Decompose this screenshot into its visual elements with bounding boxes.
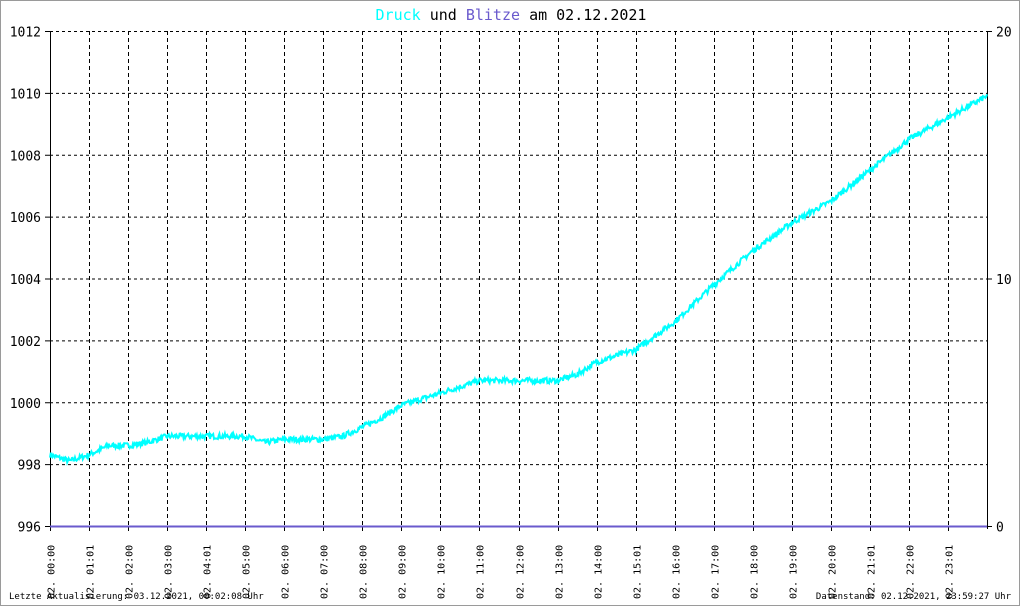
x-tick-label: 02. 00:00 xyxy=(47,545,58,599)
title-blitze: Blitze xyxy=(465,6,521,24)
x-tick-label: 02. 03:00 xyxy=(164,545,175,599)
y2-tick-label: 10 xyxy=(996,273,1012,288)
y2-tick-label: 20 xyxy=(996,26,1012,41)
y-tick-label: 1000 xyxy=(10,397,41,412)
x-tick-label: 02. 02:00 xyxy=(125,545,136,599)
y-tick-label: 1006 xyxy=(10,211,41,226)
chart-title: Druck und Blitze am 02.12.2021 xyxy=(1,6,1020,24)
title-date: am 02.12.2021 xyxy=(529,6,647,24)
y-tick-label: 1010 xyxy=(10,87,41,102)
title-druck: Druck xyxy=(375,6,421,24)
x-tick-label: 02. 04:01 xyxy=(203,545,214,599)
x-tick-label: 02. 10:00 xyxy=(437,545,448,599)
y-tick-label: 1004 xyxy=(10,273,41,288)
x-tick-label: 02. 15:01 xyxy=(633,545,644,599)
x-tick-label: 02. 20:00 xyxy=(828,545,839,599)
x-tick-label: 02. 12:00 xyxy=(516,545,527,599)
x-tick-label: 02. 08:00 xyxy=(359,545,370,599)
y-tick-label: 998 xyxy=(18,459,41,474)
x-tick-label: 02. 23:01 xyxy=(945,545,956,599)
x-tick-label: 02. 21:01 xyxy=(867,545,878,599)
y2-tick-label: 0 xyxy=(996,521,1004,536)
x-tick-label: 02. 16:00 xyxy=(672,545,683,599)
y-tick-label: 1008 xyxy=(10,149,41,164)
series-druck-line xyxy=(49,93,988,466)
y-tick-label: 1012 xyxy=(10,26,41,41)
x-tick-label: 02. 06:00 xyxy=(281,545,292,599)
y-tick-label: 1002 xyxy=(10,335,41,350)
x-tick-label: 02. 18:00 xyxy=(750,545,761,599)
y-tick-label: 996 xyxy=(18,521,41,536)
x-tick-label: 02. 19:00 xyxy=(789,545,800,599)
x-tick-label: 02. 09:00 xyxy=(398,545,409,599)
x-tick-label: 02. 11:00 xyxy=(476,545,487,599)
title-und: und xyxy=(429,6,457,24)
x-tick-label: 02. 07:00 xyxy=(320,545,331,599)
x-tick-label: 02. 17:00 xyxy=(711,545,722,599)
x-tick-label: 02. 01:01 xyxy=(86,545,97,599)
x-tick-label: 02. 13:00 xyxy=(555,545,566,599)
x-tick-label: 02. 05:00 xyxy=(242,545,253,599)
data-status: Datenstand: 02.12.2021, 23:59:27 Uhr xyxy=(815,592,1011,602)
x-tick-label: 02. 14:00 xyxy=(594,545,605,599)
x-tick-label: 02. 22:00 xyxy=(906,545,917,599)
last-update: Letzte Aktualisierung: 03.12.2021, 00:02… xyxy=(9,592,264,602)
